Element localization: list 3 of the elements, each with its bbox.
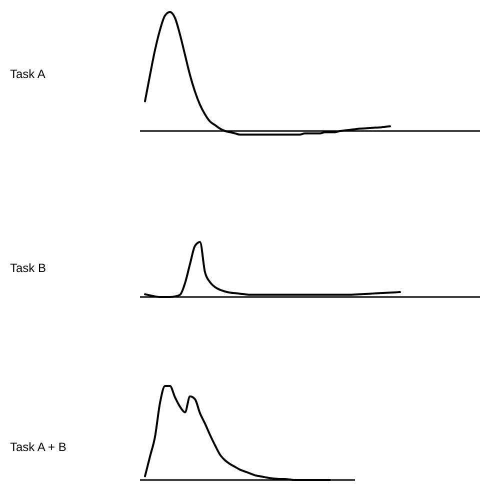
y-axis-title: Task A — [10, 67, 46, 82]
y-axis-title: Task A + B — [10, 440, 66, 454]
y-axis-title: Task B — [10, 261, 46, 276]
